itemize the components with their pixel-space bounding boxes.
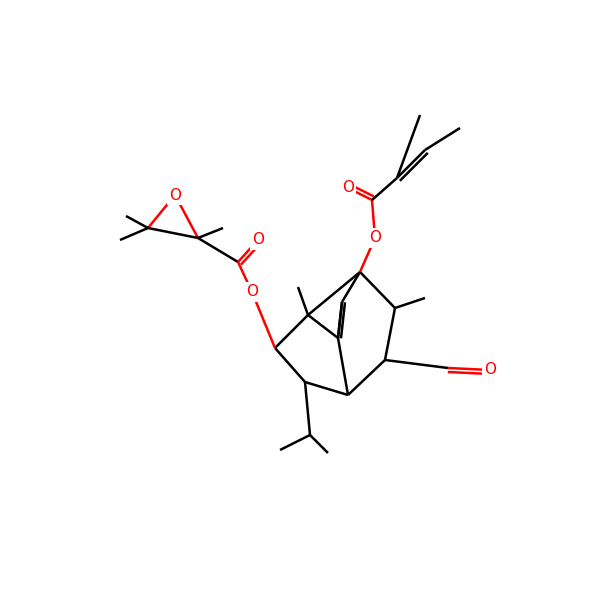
Text: O: O xyxy=(252,232,264,247)
Text: O: O xyxy=(169,187,181,202)
Text: O: O xyxy=(342,181,354,196)
Text: O: O xyxy=(246,284,258,299)
Text: O: O xyxy=(484,362,496,377)
Text: O: O xyxy=(369,230,381,245)
